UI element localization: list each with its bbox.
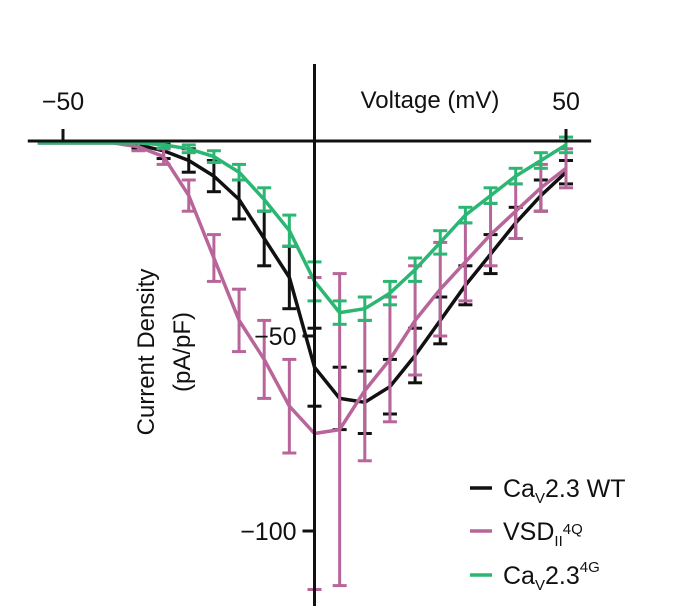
legend-label-2: CaV2.34G <box>503 559 600 594</box>
series-line-2 <box>37 141 567 315</box>
series-0 <box>37 139 573 435</box>
legend-label-1: VSDII4Q <box>503 518 583 550</box>
series-layer <box>37 135 573 591</box>
legend-label-0: CaV2.3 WT <box>503 475 626 507</box>
series-1 <box>37 141 573 591</box>
x-tick-label-1: 50 <box>552 88 580 116</box>
x-tick-label-0: −50 <box>42 88 84 116</box>
legend-item-2: CaV2.34G <box>470 559 600 594</box>
tick-layer: −50 50 −50 −100 <box>42 88 580 546</box>
y-tick-label-1: −100 <box>240 518 296 546</box>
x-axis-title: Voltage (mV) <box>361 87 500 114</box>
series-line-1 <box>37 141 568 436</box>
y-axis-title: Current Density <box>133 269 160 436</box>
series-2 <box>37 135 573 326</box>
legend: CaV2.3 WT VSDII4Q CaV2.34G <box>470 475 626 594</box>
y-axis-title-units: (pA/pF) <box>169 312 196 392</box>
legend-item-0: CaV2.3 WT <box>470 475 626 507</box>
legend-item-1: VSDII4Q <box>470 518 583 550</box>
y-tick-label-0: −50 <box>254 323 296 351</box>
